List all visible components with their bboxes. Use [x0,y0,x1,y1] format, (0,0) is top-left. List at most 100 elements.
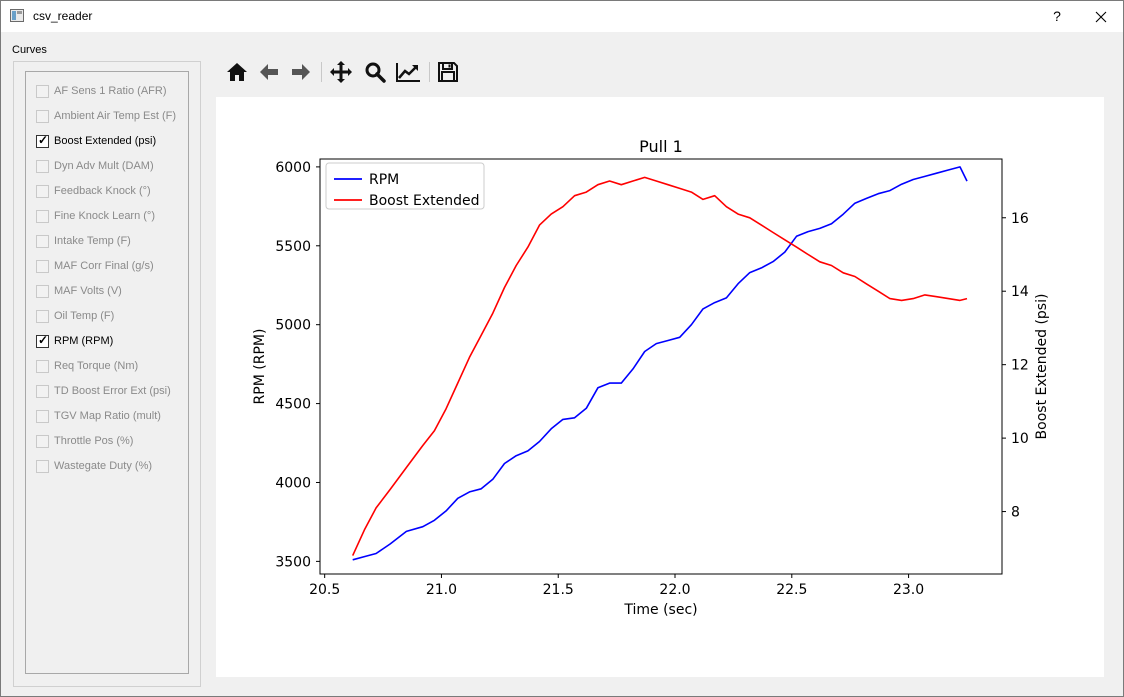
home-icon [227,63,247,81]
curve-label: Throttle Pos (%) [54,435,134,447]
curve-checkbox[interactable] [36,184,49,198]
chart-title: Pull 1 [639,137,683,156]
curve-checkbox[interactable] [36,133,49,148]
curves-group-title: Curves [12,44,47,56]
curve-label: Oil Temp (F) [54,310,115,322]
x-tick-label: 21.0 [426,582,457,598]
y-tick-label: 3500 [275,554,311,570]
curve-label: Wastegate Duty (%) [54,460,153,472]
curve-item[interactable]: Oil Temp (F) [36,308,114,324]
curve-item[interactable]: MAF Volts (V) [36,283,122,299]
curve-item[interactable]: RPM (RPM) [36,333,113,349]
curve-item[interactable]: Throttle Pos (%) [36,433,133,449]
series-line-boost [351,176,968,556]
curves-groupbox [13,61,201,687]
x-axis-label: Time (sec) [623,602,697,618]
back-button[interactable] [255,57,283,87]
save-button[interactable] [434,57,462,87]
series-line-rpm [352,166,968,561]
curve-checkbox[interactable] [36,234,49,248]
curve-checkbox[interactable] [36,333,49,348]
app-icon [10,9,24,22]
move-icon [330,61,352,83]
curve-label: Ambient Air Temp Est (F) [54,110,177,122]
x-tick-label: 20.5 [309,582,340,598]
curve-item[interactable]: Boost Extended (psi) [36,133,156,149]
y-axis-label: RPM (RPM) [252,329,268,405]
zoom-button[interactable] [361,57,389,87]
legend-entry: Boost Extended [369,193,479,209]
curve-label: Req Torque (Nm) [54,360,139,372]
x-tick-label: 21.5 [543,582,574,598]
y-tick-label: 6000 [275,160,311,176]
curve-label: TGV Map Ratio (mult) [54,410,161,422]
y-tick-label: 5000 [275,318,311,334]
pan-button[interactable] [327,57,355,87]
curve-item[interactable]: Feedback Knock (°) [36,183,151,199]
curve-label: Fine Knock Learn (°) [54,210,155,222]
curve-label: AF Sens 1 Ratio (AFR) [54,85,167,97]
plot-frame [319,158,1003,575]
curve-label: TD Boost Error Ext (psi) [54,385,171,397]
legend-box [325,162,485,210]
curve-checkbox[interactable] [36,409,49,423]
title-bar[interactable]: csv_reader ? [1,1,1123,32]
chart[interactable]: 20.5 21.0 21.5 22.0 22.5 23.0 3500 4000 4500 5000… [216,97,1104,677]
y2-tick-label: 14 [1011,284,1029,300]
close-button[interactable] [1079,1,1123,32]
x-tick-label: 23.0 [893,582,924,598]
curve-item[interactable]: Req Torque (Nm) [36,358,138,374]
home-button[interactable] [223,57,251,87]
curve-label: Dyn Adv Mult (DAM) [54,160,154,172]
curve-checkbox[interactable] [36,359,49,373]
curve-label: MAF Volts (V) [54,285,122,297]
curve-label: Feedback Knock (°) [54,185,151,197]
y2-tick-label: 12 [1011,358,1029,374]
curve-checkbox[interactable] [36,434,49,448]
curve-checkbox[interactable] [36,284,49,298]
magnifier-icon [365,62,386,83]
y2-tick-label: 16 [1011,211,1029,227]
curve-checkbox[interactable] [36,459,49,473]
curve-checkbox[interactable] [36,309,49,323]
arrow-left-icon [260,64,278,80]
curve-label: MAF Corr Final (g/s) [54,260,154,272]
legend-entry: RPM [369,172,399,188]
curve-item[interactable]: Ambient Air Temp Est (F) [36,108,176,124]
x-tick-label: 22.5 [776,582,807,598]
curve-checkbox[interactable] [36,109,49,123]
curve-item[interactable]: Fine Knock Learn (°) [36,208,155,224]
curve-item[interactable]: Dyn Adv Mult (DAM) [36,158,154,174]
x-tick-label: 22.0 [659,582,690,598]
curve-item[interactable]: MAF Corr Final (g/s) [36,258,154,274]
curve-checkbox[interactable] [36,159,49,173]
curve-checkbox[interactable] [36,384,49,398]
curve-item[interactable]: AF Sens 1 Ratio (AFR) [36,83,166,99]
curve-checkbox[interactable] [36,259,49,273]
save-icon [438,62,458,82]
y-tick-label: 4500 [275,397,311,413]
subplots-button[interactable] [394,57,422,87]
y2-tick-label: 8 [1011,505,1020,521]
plot-canvas[interactable]: 20.5 21.0 21.5 22.0 22.5 23.0 3500 4000 4500 5000… [216,97,1104,677]
y2-tick-label: 10 [1011,431,1029,447]
curve-label: Intake Temp (F) [54,235,131,247]
curve-label: RPM (RPM) [54,335,114,347]
close-icon [1095,11,1107,23]
curve-item[interactable]: TD Boost Error Ext (psi) [36,383,171,399]
y-tick-label: 4000 [275,475,311,491]
forward-button[interactable] [287,57,315,87]
arrow-right-icon [292,64,310,80]
window-title: csv_reader [33,9,93,23]
curve-checkbox[interactable] [36,84,49,98]
y-tick-label: 5500 [275,239,311,255]
curve-checkbox[interactable] [36,209,49,223]
y2-axis-label: Boost Extended (psi) [1034,294,1050,440]
curves-list[interactable]: AF Sens 1 Ratio (AFR) Ambient Air Temp Es… [25,71,189,674]
curve-item[interactable]: Intake Temp (F) [36,233,131,249]
help-button[interactable]: ? [1053,8,1061,24]
curve-item[interactable]: Wastegate Duty (%) [36,458,152,474]
chart-line-icon [396,63,420,82]
curve-item[interactable]: TGV Map Ratio (mult) [36,408,161,424]
curve-label: Boost Extended (psi) [54,135,157,147]
